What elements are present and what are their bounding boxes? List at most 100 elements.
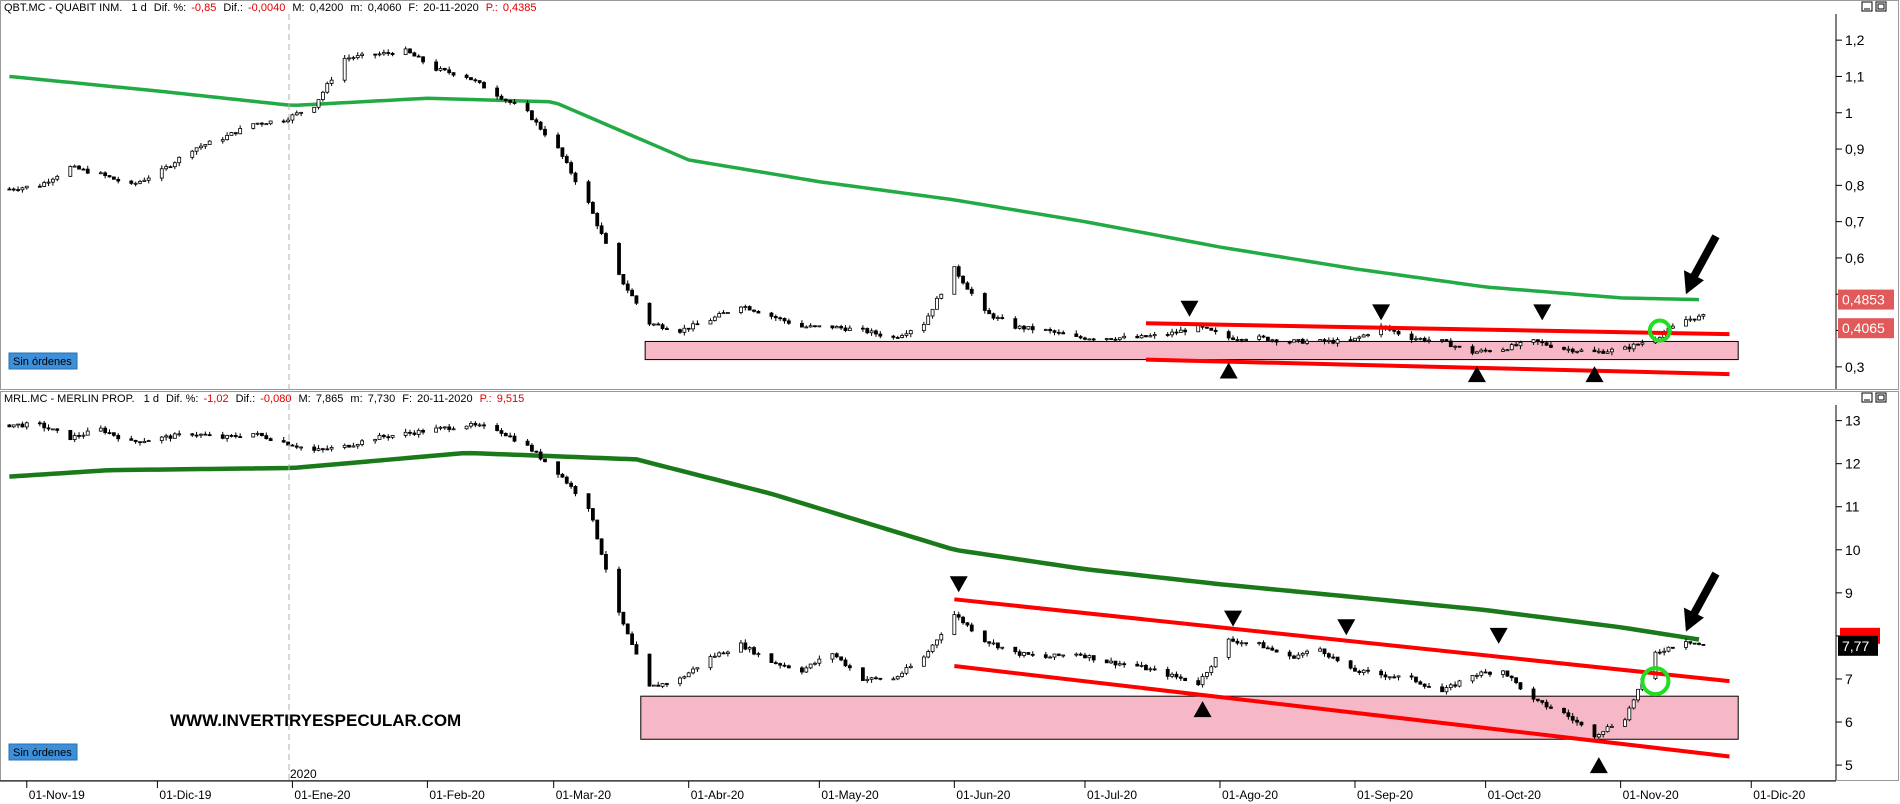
mrl-orders-button[interactable]: Sin órdenes [8, 743, 78, 761]
qbt-candle [682, 324, 687, 336]
svg-text:QBT.MC - QUABIT INM. 1 d: QBT.MC - QUABIT INM. 1 d Dif. %: -0,85 D… [4, 2, 537, 14]
qbt-candle [46, 178, 51, 187]
qbt-candle [786, 318, 791, 325]
qbt-candle [1514, 341, 1519, 347]
qbt-candle [347, 54, 351, 62]
mrl-minimize-icon[interactable] [1861, 392, 1873, 403]
mrl-candle [1052, 653, 1057, 661]
mrl-candle [168, 434, 173, 442]
qbt-candle [573, 171, 578, 185]
mrl-candle [412, 430, 417, 436]
mrl-candle [1549, 704, 1553, 710]
mrl-candle [1244, 642, 1249, 647]
qbt-marker-down [1180, 300, 1199, 317]
qbt-candle [159, 165, 164, 182]
mrl-candle [133, 439, 138, 444]
mrl-candle [1692, 642, 1697, 645]
mrl-candle [965, 622, 970, 628]
mrl-candle [839, 656, 844, 662]
mrl-candle [1043, 651, 1048, 660]
mrl-candle [1605, 724, 1610, 733]
qbt-candle [373, 53, 378, 59]
qbt-candle [556, 132, 560, 149]
mrl-candle [24, 421, 29, 430]
mrl-candle [1610, 723, 1614, 728]
mrl-candle [68, 429, 73, 441]
mrl-candle [1596, 733, 1601, 739]
x-tick-label: 01-Feb-20 [429, 788, 485, 802]
qbt-candle [1540, 339, 1545, 347]
mrl-candle [495, 423, 499, 432]
qbt-candle [595, 212, 600, 230]
mrl-ytick-label: 5 [1845, 757, 1853, 773]
qbt-candle [168, 165, 173, 169]
qbt-candle [438, 66, 443, 72]
mrl-candle [233, 432, 238, 439]
qbt-candle [508, 99, 513, 105]
qbt-candle [1579, 348, 1584, 353]
qbt-candle [390, 52, 395, 57]
mrl-candle [895, 675, 900, 681]
mrl-candle [320, 447, 325, 453]
qbt-candle [16, 186, 20, 192]
mrl-candle [1074, 652, 1079, 657]
qbt-candle [1139, 333, 1144, 339]
qbt-candle [1170, 328, 1174, 338]
mrl-candle [403, 428, 408, 438]
qbt-trend-line [1145, 357, 1730, 377]
qbt-candle [1414, 335, 1418, 342]
mrl-candle [656, 681, 661, 687]
mrl-candle [1357, 669, 1362, 676]
qbt-candle [451, 72, 456, 77]
qbt-orders-button[interactable]: Sin órdenes [8, 352, 78, 370]
qbt-minimize-icon[interactable] [1861, 1, 1873, 12]
qbt-candle [1287, 340, 1292, 345]
x-tick-label: 01-Abr-20 [691, 788, 745, 802]
mrl-candle [1296, 652, 1301, 660]
mrl-candle [1631, 698, 1636, 710]
qbt-maximize-icon[interactable] [1875, 1, 1887, 12]
mrl-candle [1562, 707, 1566, 715]
qbt-candle [1326, 337, 1331, 344]
qbt-candle [747, 305, 752, 311]
mrl-breakout-circle [1640, 666, 1671, 697]
qbt-candle [534, 117, 539, 126]
qbt-candle [756, 310, 761, 314]
mrl-ytick-label: 6 [1845, 714, 1853, 730]
qbt-candle [233, 132, 238, 136]
qbt-candle [1501, 347, 1505, 352]
qbt-candle [68, 165, 73, 177]
mrl-candle [381, 433, 386, 439]
qbt-candle [299, 111, 304, 117]
mrl-candle [961, 615, 965, 625]
mrl-candle [782, 662, 787, 668]
qbt-candle [111, 176, 116, 180]
mrl-candle [1305, 649, 1309, 657]
mrl-candle [930, 644, 935, 654]
mrl-maximize-icon[interactable] [1875, 392, 1887, 403]
qbt-candle [686, 327, 691, 332]
mrl-candle [1322, 648, 1327, 657]
mrl-candle [503, 432, 508, 437]
qbt-candle [1479, 348, 1484, 353]
mrl-candle [55, 428, 60, 434]
mrl-candle [159, 436, 164, 444]
qbt-period: 1 d [131, 2, 146, 14]
qbt-candle [1178, 326, 1183, 333]
mrl-candle [1666, 646, 1671, 653]
qbt-candle [630, 288, 634, 297]
mrl-candle [451, 426, 456, 431]
qbt-candle [1592, 346, 1597, 353]
qbt-candle [103, 171, 108, 179]
x-tick-label: 01-May-20 [821, 788, 879, 802]
qbt-candle [207, 140, 212, 145]
mrl-candle [1113, 660, 1118, 669]
mrl-candle [482, 422, 486, 430]
qbt-candle [1331, 337, 1336, 345]
mrl-candle [1196, 677, 1201, 687]
mrl-candle [1488, 671, 1492, 677]
mrl-candle [756, 651, 761, 658]
qbt-candle [617, 242, 621, 276]
mrl-candle [1135, 661, 1140, 667]
mrl-candle [1670, 646, 1675, 650]
